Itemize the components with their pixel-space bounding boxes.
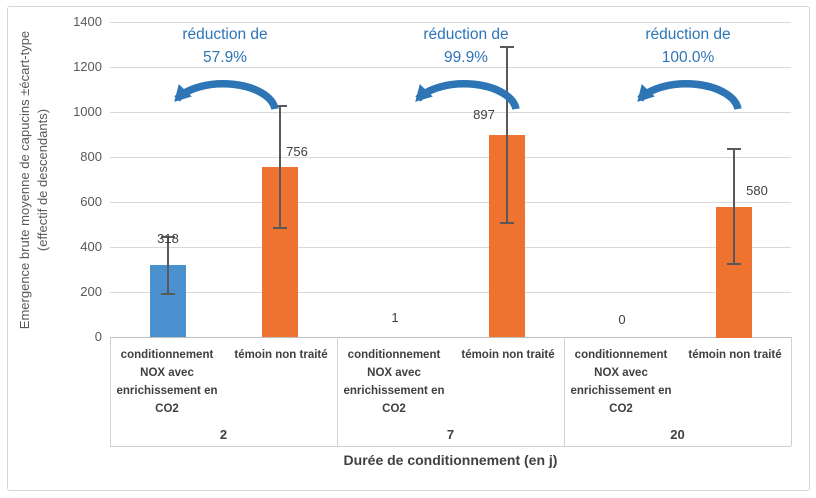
category-label-line: enrichissement en xyxy=(343,385,445,397)
reduction-arrow xyxy=(626,68,750,117)
group-separator xyxy=(337,337,338,446)
value-label: 580 xyxy=(746,183,768,198)
category-label-line: enrichissement en xyxy=(570,385,672,397)
reduction-annotation: réduction de 57.9% xyxy=(155,23,295,69)
category-label: témoin non traité xyxy=(225,346,337,364)
error-bar xyxy=(279,106,281,227)
category-label-line: conditionnement xyxy=(574,349,668,361)
reduction-arrow xyxy=(163,68,287,117)
gridline xyxy=(110,22,791,23)
category-label-line: NOX avec xyxy=(367,367,421,379)
category-label-line: conditionnement xyxy=(347,349,441,361)
group-duration-label: 2 xyxy=(219,427,228,442)
value-label: 0 xyxy=(618,312,626,327)
category-label: conditionnement NOX avec enrichissement en… xyxy=(338,346,450,418)
reduction-annotation-percent: 99.9% xyxy=(444,49,488,66)
reduction-annotation-line1: réduction de xyxy=(182,26,268,43)
x-axis-title: Durée de conditionnement (en j) xyxy=(343,452,558,468)
value-label: 756 xyxy=(286,144,308,159)
y-axis-title-line1: Emergence brute moyenne de capucins ±éca… xyxy=(17,30,32,330)
category-label-line: CO2 xyxy=(155,403,179,415)
reduction-annotation-line1: réduction de xyxy=(423,26,509,43)
error-bar-cap xyxy=(500,222,514,224)
category-label-line: CO2 xyxy=(382,403,406,415)
y-tick-label: 0 xyxy=(94,329,102,344)
gridline xyxy=(110,157,791,158)
reduction-annotation: réduction de 99.9% xyxy=(396,23,536,69)
error-bar-cap xyxy=(273,105,287,107)
error-bar-cap xyxy=(727,263,741,265)
value-label: 897 xyxy=(473,107,495,122)
category-label-line: conditionnement xyxy=(120,349,214,361)
reduction-annotation-percent: 100.0% xyxy=(661,49,715,66)
error-bar-cap xyxy=(500,46,514,48)
group-separator xyxy=(791,337,792,446)
category-axis-line xyxy=(110,446,791,447)
reduction-annotation-line1: réduction de xyxy=(645,26,731,43)
category-label: conditionnement NOX avec enrichissement en… xyxy=(111,346,223,418)
gridline xyxy=(110,112,791,113)
group-duration-label: 7 xyxy=(446,427,455,442)
y-tick-label: 200 xyxy=(80,284,102,299)
category-label-line: témoin non traité xyxy=(688,349,782,361)
category-label-line: NOX avec xyxy=(594,367,648,379)
gridline xyxy=(110,67,791,68)
reduction-annotation-percent: 57.9% xyxy=(203,49,247,66)
y-tick-label: 600 xyxy=(80,194,102,209)
group-duration-label: 20 xyxy=(670,427,685,442)
gridline xyxy=(110,202,791,203)
group-separator xyxy=(564,337,565,446)
gridline xyxy=(110,247,791,248)
category-label-line: témoin non traité xyxy=(234,349,328,361)
error-bar-cap xyxy=(161,293,175,295)
y-tick-label: 1400 xyxy=(73,14,102,29)
error-bar-cap xyxy=(161,236,175,238)
value-label: 318 xyxy=(157,231,179,246)
y-tick-label: 400 xyxy=(80,239,102,254)
y-tick-label: 1200 xyxy=(73,59,102,74)
error-bar xyxy=(506,47,508,223)
category-label-line: CO2 xyxy=(609,403,633,415)
category-label-line: enrichissement en xyxy=(116,385,218,397)
value-label: 1 xyxy=(391,310,399,325)
y-tick-label: 800 xyxy=(80,149,102,164)
category-label-line: NOX avec xyxy=(140,367,194,379)
y-tick-label: 1000 xyxy=(73,104,102,119)
y-axis-title-line2: (effectif de descendants) xyxy=(35,108,50,252)
reduction-annotation: réduction de 100.0% xyxy=(618,23,758,69)
group-separator xyxy=(110,337,111,446)
error-bar xyxy=(167,237,169,293)
gridline xyxy=(110,337,791,338)
y-axis-title: Emergence brute moyenne de capucins ±éca… xyxy=(16,5,52,355)
error-bar-cap xyxy=(273,227,287,229)
error-bar-cap xyxy=(727,148,741,150)
category-label: témoin non traité xyxy=(679,346,791,364)
gridline xyxy=(110,292,791,293)
category-label: conditionnement NOX avec enrichissement en… xyxy=(565,346,677,418)
category-label: témoin non traité xyxy=(452,346,564,364)
error-bar xyxy=(733,149,735,264)
category-label-line: témoin non traité xyxy=(461,349,555,361)
reduction-arrow xyxy=(404,68,528,117)
